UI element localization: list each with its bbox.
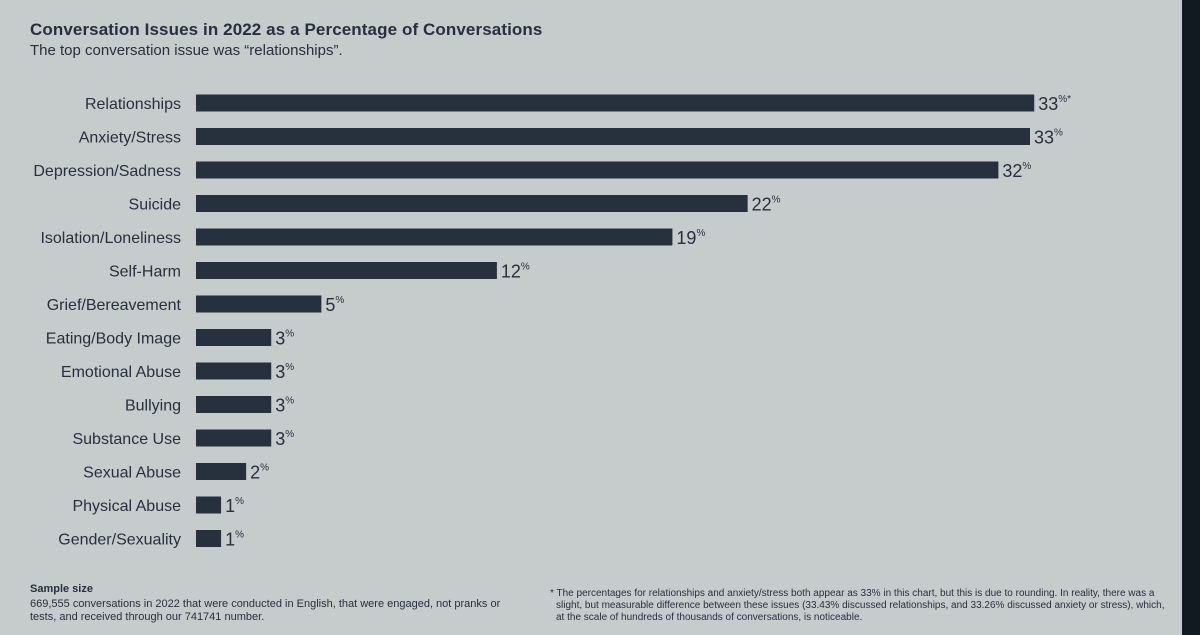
bar-chart: Relationships 33%* Anxiety/Stress 33% Depres… bbox=[33, 94, 1071, 550]
bar bbox=[196, 94, 1035, 112]
value-label: 1% bbox=[225, 496, 244, 516]
value-label: 1% bbox=[225, 530, 244, 550]
value-label: 3% bbox=[275, 429, 294, 449]
value-label: 32% bbox=[1002, 161, 1031, 181]
category-label: Emotional Abuse bbox=[61, 364, 181, 381]
category-label: Bullying bbox=[125, 398, 181, 415]
chart-title: Conversation Issues in 2022 as a Percent… bbox=[30, 20, 543, 39]
category-label: Anxiety/Stress bbox=[79, 130, 181, 147]
value-label: 22% bbox=[752, 195, 781, 215]
bar bbox=[196, 128, 1030, 145]
bar bbox=[196, 463, 247, 480]
category-label: Eating/Body Image bbox=[46, 331, 181, 348]
category-label: Substance Use bbox=[72, 431, 181, 448]
value-label: 33%* bbox=[1038, 94, 1071, 114]
rounding-footnote: * The percentages for relationships and … bbox=[550, 588, 1165, 623]
bar bbox=[196, 262, 497, 279]
category-label: Isolation/Loneliness bbox=[40, 230, 181, 247]
bar bbox=[196, 496, 222, 514]
bar bbox=[196, 161, 999, 179]
value-label: 33% bbox=[1034, 128, 1063, 148]
value-label: 3% bbox=[275, 329, 294, 349]
bar bbox=[196, 228, 673, 246]
category-label: Self-Harm bbox=[109, 264, 181, 281]
window-edge bbox=[1182, 0, 1200, 635]
category-label: Suicide bbox=[129, 197, 182, 214]
category-label: Grief/Bereavement bbox=[47, 297, 182, 314]
value-label: 2% bbox=[250, 463, 269, 483]
category-label: Relationships bbox=[85, 96, 181, 113]
bar bbox=[196, 530, 222, 547]
sample-size-text: 669,555 conversations in 2022 that were … bbox=[30, 598, 501, 623]
value-label: 5% bbox=[325, 295, 344, 315]
value-label: 12% bbox=[501, 262, 530, 282]
chart-subtitle: The top conversation issue was “relation… bbox=[30, 42, 343, 59]
category-label: Gender/Sexuality bbox=[58, 532, 181, 549]
category-label: Sexual Abuse bbox=[83, 465, 181, 482]
value-label: 3% bbox=[275, 362, 294, 382]
category-label: Depression/Sadness bbox=[33, 163, 181, 180]
bar bbox=[196, 396, 272, 413]
category-label: Physical Abuse bbox=[72, 498, 181, 515]
sample-size-heading: Sample size bbox=[30, 583, 93, 595]
bar bbox=[196, 329, 272, 346]
value-label: 19% bbox=[676, 228, 705, 248]
bar bbox=[196, 295, 322, 313]
bar bbox=[196, 429, 272, 447]
value-label: 3% bbox=[275, 396, 294, 416]
bar bbox=[196, 362, 272, 380]
bar bbox=[196, 195, 748, 212]
